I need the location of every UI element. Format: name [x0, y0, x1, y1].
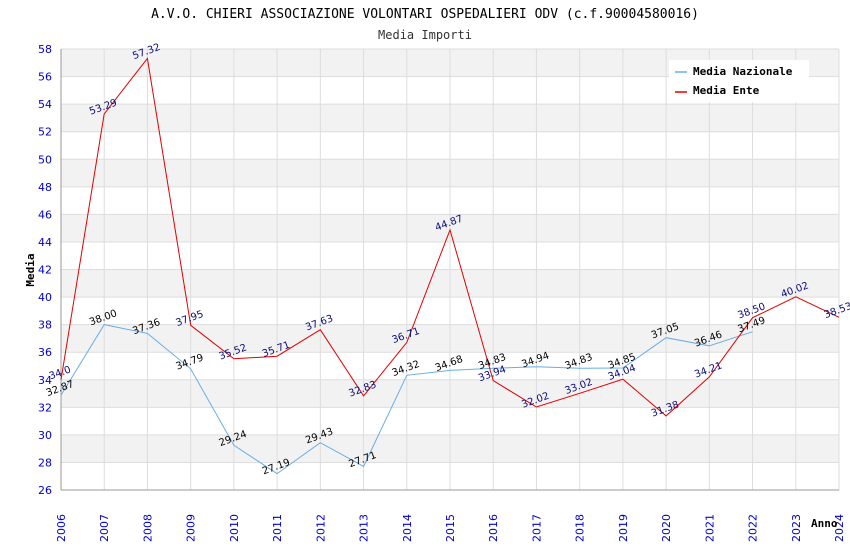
x-tick-label: 2006: [55, 514, 68, 542]
y-tick-label: 56: [38, 71, 52, 84]
y-tick-label: 48: [38, 181, 52, 194]
series-line-media-nazionale: [60, 324, 753, 475]
x-tick-label: 2008: [141, 514, 154, 542]
y-tick-label: 40: [38, 291, 52, 304]
data-label: 34.68: [434, 354, 465, 374]
x-tick-label: 2011: [271, 514, 284, 542]
x-tick-label: 2013: [358, 514, 371, 542]
x-axis-title: Anno: [811, 517, 838, 530]
x-tick-label: 2017: [530, 514, 543, 542]
chart-subtitle: Media Importi: [378, 28, 472, 42]
y-tick-label: 54: [38, 98, 52, 111]
data-label: 34.83: [563, 352, 594, 372]
chart-title: A.V.O. CHIERI ASSOCIAZIONE VOLONTARI OSP…: [151, 7, 699, 22]
y-tick-label: 34: [38, 374, 52, 387]
x-tick-label: 2020: [660, 514, 673, 542]
y-tick-label: 32: [38, 401, 52, 414]
y-tick-label: 26: [38, 484, 52, 497]
x-tick-label: 2019: [617, 514, 630, 542]
y-tick-label: 44: [38, 236, 52, 249]
y-tick-label: 36: [38, 346, 52, 359]
legend: Media Nazionale Media Ente: [669, 60, 809, 102]
x-tick-label: 2010: [228, 514, 241, 542]
y-tick-label: 46: [38, 208, 52, 221]
series-line-media-ente: [60, 57, 840, 417]
y-tick-label: 38: [38, 319, 52, 332]
data-label: 38.53: [823, 301, 850, 321]
x-tick-label: 2014: [401, 514, 414, 542]
y-tick-label: 28: [38, 456, 52, 469]
x-tick-label: 2023: [790, 514, 803, 542]
y-tick-label: 52: [38, 126, 52, 139]
y-tick-labels: 26 28 30 32 34 36 38 40 42 44 46 48 50 52 54 56 58: [38, 43, 52, 497]
x-tick-label: 2009: [185, 514, 198, 542]
y-tick-label: 58: [38, 43, 52, 56]
x-tick-label: 2024: [833, 514, 846, 542]
x-tick-label: 2022: [747, 514, 760, 542]
x-tick-label: 2007: [98, 514, 111, 542]
y-axis-title: Media: [24, 253, 37, 286]
data-label: 34.79: [174, 352, 205, 372]
series-layer: [60, 57, 840, 475]
legend-label-media-nazionale: Media Nazionale: [693, 65, 793, 78]
x-tick-label: 2018: [574, 514, 587, 542]
legend-label-media-ente: Media Ente: [693, 84, 760, 97]
x-tick-label: 2012: [314, 514, 327, 542]
x-tick-labels: 2006 2007 2008 2009 2010 2011 2012 2013 2014 2015…: [55, 514, 846, 542]
legend-box: [669, 60, 809, 102]
y-tick-label: 30: [38, 429, 52, 442]
y-tick-label: 50: [38, 153, 52, 166]
x-tick-label: 2016: [487, 514, 500, 542]
y-tick-label: 42: [38, 264, 52, 277]
x-tick-label: 2021: [703, 514, 716, 542]
x-tick-label: 2015: [444, 514, 457, 542]
